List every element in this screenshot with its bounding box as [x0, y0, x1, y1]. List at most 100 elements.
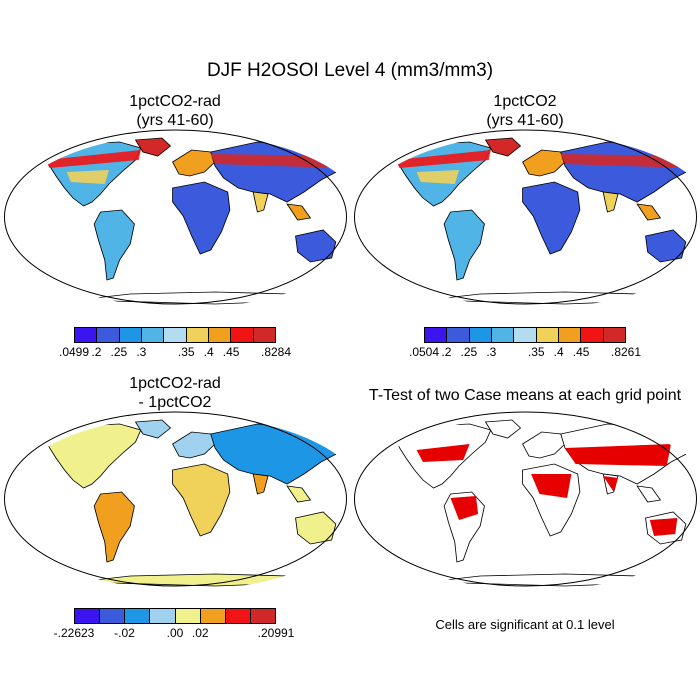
field-patch — [45, 150, 141, 168]
colorbar-tick-label: .0504 — [408, 345, 440, 359]
continent-greenland — [134, 137, 172, 157]
colorbar-swatch — [250, 608, 276, 624]
colorbar-tick-label: .3 — [136, 345, 147, 359]
colorbar-tick-label: -.22623 — [53, 626, 95, 640]
field-patch — [560, 154, 693, 168]
map-frame — [4, 411, 347, 587]
colorbar-tick-label: .35 — [177, 345, 195, 359]
colorbar-swatch — [125, 608, 151, 624]
continent-australia — [645, 229, 687, 263]
field-patch — [66, 170, 109, 184]
significant-cells — [531, 474, 572, 498]
continent-greenland — [484, 419, 522, 439]
colorbar-swatch — [164, 327, 187, 343]
panel-1-colorbar — [74, 327, 276, 343]
panel-2-title-line2: (yrs 41-60) — [486, 112, 564, 129]
colorbar-tick-label: .02 — [191, 626, 209, 640]
field-patch — [210, 154, 343, 168]
significance-note: Cells are significant at 0.1 level — [435, 617, 615, 632]
colorbar-swatch — [200, 608, 226, 624]
colorbar-swatch — [100, 608, 126, 624]
colorbar-tick-label: .35 — [527, 345, 545, 359]
continent-africa — [522, 181, 581, 255]
field-patch — [395, 150, 491, 168]
colorbar-swatch — [558, 327, 582, 343]
field-patch — [416, 170, 459, 184]
continent-southAmerica — [93, 209, 135, 281]
colorbar-swatch — [231, 327, 254, 343]
continent-india — [602, 191, 619, 213]
map-frame — [354, 129, 697, 305]
panel-1-title-line1: 1pctCO2-rad — [129, 93, 221, 110]
colorbar-tick-label: .25 — [460, 345, 478, 359]
significant-cells — [649, 518, 678, 536]
continent-greenland — [484, 137, 522, 157]
continent-seAsia — [636, 203, 662, 221]
colorbar-swatch — [119, 327, 142, 343]
panel-2-title: 1pctCO2 (yrs 41-60) — [350, 92, 700, 130]
panel-1-title: 1pctCO2-rad (yrs 41-60) — [0, 92, 350, 130]
panel-3-title: 1pctCO2-rad - 1pctCO2 — [0, 374, 350, 412]
colorbar-tick-label: .4 — [203, 345, 214, 359]
panel-3-map — [4, 411, 347, 587]
colorbar-swatch — [491, 327, 515, 343]
colorbar-tick-label: .45 — [572, 345, 590, 359]
colorbar-swatch — [225, 608, 251, 624]
colorbar-swatch — [253, 327, 276, 343]
continent-seAsia — [286, 203, 312, 221]
colorbar-tick-label: .45 — [222, 345, 240, 359]
colorbar-swatch — [469, 327, 492, 343]
colorbar-swatch — [150, 608, 176, 624]
colorbar-tick-label: .2 — [441, 345, 452, 359]
map-frame — [4, 129, 347, 305]
colorbar-swatch — [74, 327, 98, 343]
panel-1-title-line2: (yrs 41-60) — [136, 112, 214, 129]
panel-3-title-line1: 1pctCO2-rad — [129, 375, 221, 392]
colorbar-swatch — [447, 327, 470, 343]
continent-africa — [172, 181, 231, 255]
colorbar-tick-label: -.02 — [114, 626, 135, 640]
colorbar-tick-label: .8284 — [260, 345, 292, 359]
map-frame — [354, 411, 697, 587]
panel-3-colorbar — [74, 608, 276, 624]
panel-3-title-line2: - 1pctCO2 — [138, 394, 212, 411]
continent-southAmerica — [93, 491, 135, 563]
continent-southAmerica — [443, 209, 485, 281]
panel-2-map — [354, 129, 697, 305]
significant-cells — [603, 476, 618, 492]
panel-1-map — [4, 129, 347, 305]
colorbar-tick-label: .4 — [553, 345, 564, 359]
colorbar-swatch — [424, 327, 448, 343]
continent-seAsia — [636, 485, 662, 503]
colorbar-tick-label: .20991 — [257, 626, 295, 640]
continent-india — [252, 191, 269, 213]
continent-europe — [172, 431, 216, 459]
continent-greenland — [134, 419, 172, 439]
continent-africa — [172, 463, 231, 537]
colorbar-tick-label: .0499 — [58, 345, 90, 359]
colorbar-swatch — [536, 327, 559, 343]
colorbar-swatch — [97, 327, 120, 343]
colorbar-tick-label: .25 — [110, 345, 128, 359]
continent-northAmerica — [44, 423, 142, 489]
colorbar-swatch — [186, 327, 209, 343]
colorbar-tick-label: .00 — [166, 626, 184, 640]
colorbar-swatch — [603, 327, 626, 343]
colorbar-swatch — [581, 327, 604, 343]
colorbar-tick-label: .8261 — [610, 345, 642, 359]
panel-4-title: T-Test of two Case means at each grid po… — [350, 386, 700, 405]
colorbar-tick-label: .3 — [486, 345, 497, 359]
colorbar-swatch — [514, 327, 537, 343]
colorbar-swatch — [141, 327, 165, 343]
significant-cells — [450, 496, 479, 520]
continent-australia — [295, 229, 337, 263]
continent-india — [252, 473, 269, 495]
panel-4-map — [354, 411, 697, 587]
continent-europe — [172, 149, 216, 177]
colorbar-swatch — [74, 608, 101, 624]
continent-australia — [295, 511, 337, 545]
significant-cells — [416, 444, 470, 462]
continent-seAsia — [286, 485, 312, 503]
colorbar-tick-label: .2 — [91, 345, 102, 359]
continent-europe — [522, 431, 566, 459]
